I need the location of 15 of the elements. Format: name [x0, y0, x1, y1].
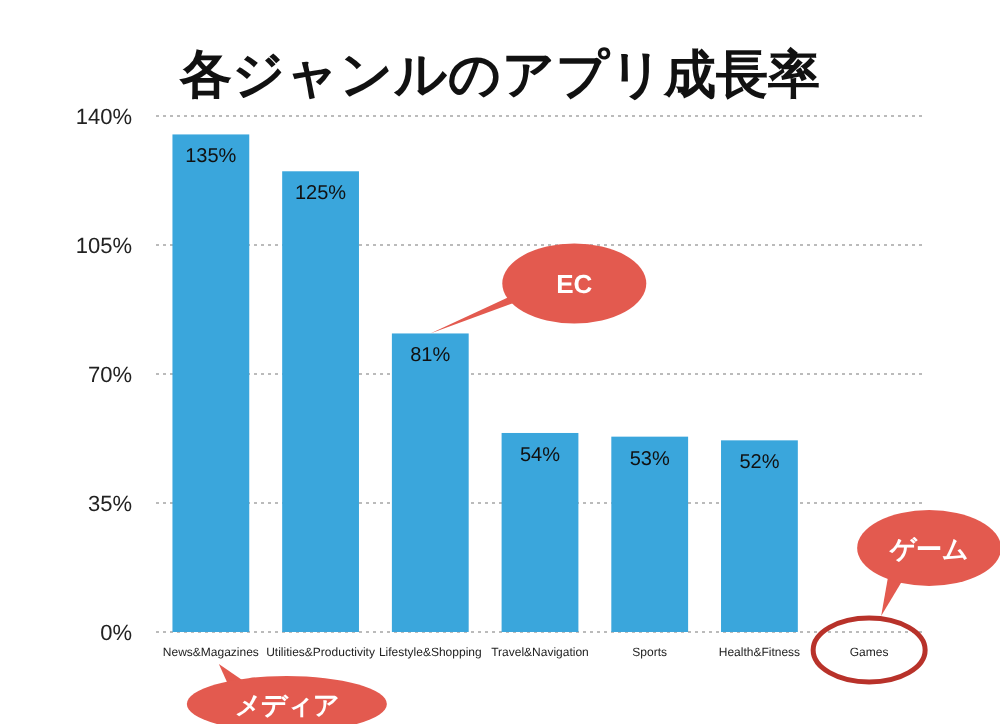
data-label: 54%: [519, 444, 561, 467]
data-label: 52%: [739, 452, 780, 475]
data-label: 81%: [410, 345, 451, 368]
title: 各ジャンルのアプリ成長率: [180, 44, 820, 104]
data-label: 125%: [294, 183, 347, 206]
data-label: 53%: [629, 448, 670, 471]
y-tick-label: 35%: [87, 493, 133, 517]
y-tick-label: 70%: [87, 364, 133, 388]
annotation: EC: [556, 269, 594, 300]
text: メディア: [234, 690, 339, 720]
y-tick-label: 140%: [75, 106, 133, 130]
y-tick-label: 105%: [75, 235, 133, 259]
annotation: ゲーム: [888, 534, 969, 564]
y-tick-label: 0%: [100, 622, 133, 646]
data-label: 135%: [185, 146, 237, 169]
